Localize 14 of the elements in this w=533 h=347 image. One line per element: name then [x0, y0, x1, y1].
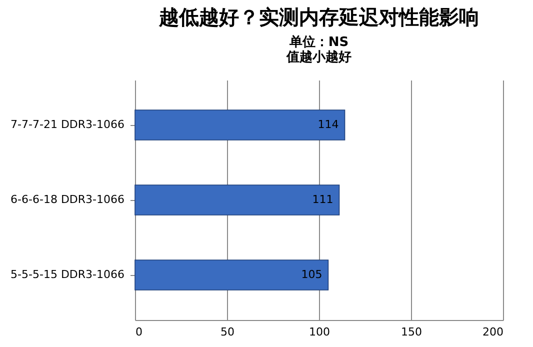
y-tick-label: 5-5-5-15 DDR3-1066: [10, 268, 124, 281]
x-tick-label: 200: [482, 326, 504, 338]
x-tick-label: 50: [220, 326, 234, 338]
y-tick-label: 7-7-7-21 DDR3-1066: [10, 118, 124, 131]
data-label: 114: [318, 118, 339, 131]
chart-subtitle: 单位：NS: [288, 34, 349, 50]
y-tick-label: 6-6-6-18 DDR3-1066: [10, 193, 124, 206]
data-label: 111: [312, 193, 334, 206]
x-tick-label: 150: [401, 326, 422, 338]
x-tick-label: 0: [136, 326, 142, 338]
text: 值越小越好: [286, 50, 352, 65]
data-label: 105: [301, 268, 322, 281]
chart-title: 越低越好？实测内存延迟对性能影响: [158, 5, 479, 29]
x-tick-label: 100: [309, 326, 330, 338]
